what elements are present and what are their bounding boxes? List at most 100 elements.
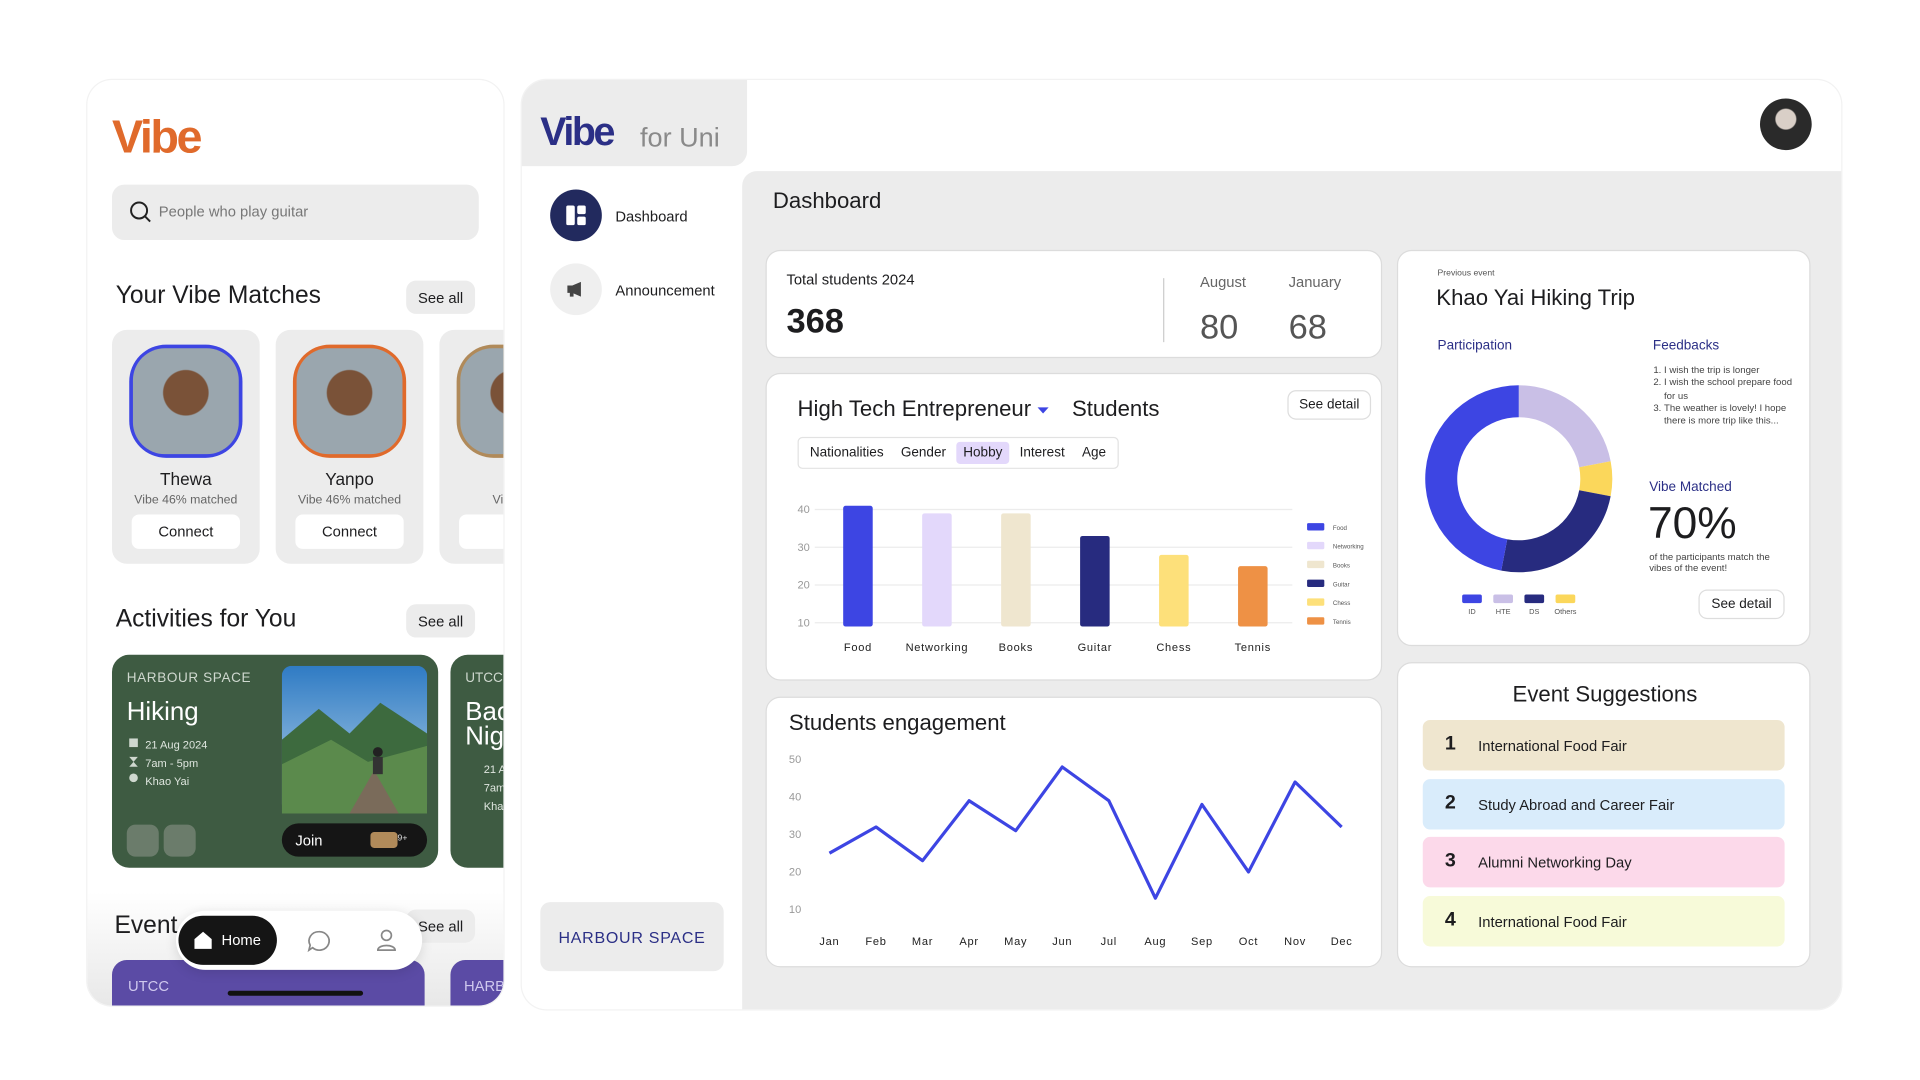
- connect-button[interactable]: Connect: [131, 514, 240, 549]
- tab[interactable]: Hobby: [955, 441, 1010, 464]
- y-tick-label: 30: [789, 829, 801, 841]
- connect-button[interactable]: Co: [459, 514, 504, 549]
- suggestion[interactable]: 3 Alumni Networking Day: [1422, 837, 1785, 888]
- donut-segment: [1579, 461, 1613, 497]
- feedback: The weather is lovely! I hope there is m…: [1664, 402, 1799, 427]
- activity-card[interactable]: UTCC Bac Nig 21 A 7am Kha: [450, 654, 504, 868]
- connect-button[interactable]: Connect: [295, 514, 404, 549]
- event-host: UTCC: [127, 977, 170, 995]
- suggestion[interactable]: 1 International Food Fair: [1422, 719, 1785, 771]
- bar: [1080, 535, 1110, 627]
- month-label: August: [1199, 273, 1246, 291]
- x-tick-label: May: [1004, 936, 1027, 948]
- search-icon: [130, 201, 151, 223]
- match-name: Thewa: [159, 468, 212, 489]
- legend-swatch: [1307, 541, 1325, 550]
- nav-item[interactable]: Dashboard: [550, 189, 747, 242]
- nav-label: Dashboard: [615, 207, 688, 226]
- activity-host: HARBOUR SPACE: [126, 670, 252, 686]
- tab[interactable]: Nationalities: [809, 445, 884, 461]
- join-button[interactable]: Join 9+: [281, 823, 428, 857]
- sidebar-logo-suffix: for Uni: [639, 121, 720, 153]
- engagement-card: Students engagement: [765, 696, 1383, 968]
- legend-swatch: [1307, 579, 1325, 587]
- match-photo: [292, 344, 407, 458]
- sidebar-footer[interactable]: HARBOUR SPACE: [540, 902, 724, 972]
- join-label: Join: [295, 831, 323, 850]
- activity-icons: [129, 738, 138, 783]
- card-title: Students: [1071, 396, 1160, 421]
- see-detail[interactable]: See detail: [1288, 391, 1370, 419]
- card-title: Event Suggestions: [1512, 681, 1698, 707]
- chat-icon[interactable]: [306, 929, 331, 954]
- activity-time: 7am: [483, 781, 504, 794]
- bottom-nav: Home: [175, 910, 423, 970]
- x-tick-label: Food: [844, 642, 872, 654]
- event-card[interactable]: HARB: [450, 959, 504, 1006]
- match-card[interactable]: YVibe 46Co: [439, 329, 504, 564]
- tab[interactable]: Gender: [900, 445, 946, 461]
- x-tick-label: Dec: [1331, 936, 1353, 948]
- x-tick-label: Guitar: [1078, 642, 1113, 654]
- badge: 9+: [397, 834, 408, 844]
- x-tick-label: Feb: [865, 936, 886, 948]
- home-tab[interactable]: Home: [178, 915, 277, 965]
- match-score: Vibe 46% matched: [297, 493, 402, 508]
- legend-label: Food: [1333, 525, 1348, 532]
- avatar[interactable]: [1759, 98, 1812, 151]
- legend-label: HTE: [1496, 607, 1511, 616]
- activity-date: 21 Aug 2024: [145, 738, 208, 751]
- matched-value: 70%: [1647, 497, 1737, 548]
- suggestion-rank: 3: [1444, 850, 1456, 872]
- see-all[interactable]: See all: [406, 280, 476, 314]
- suggestion-name: International Food Fair: [1478, 913, 1627, 931]
- sidebar-logo: Vibe: [540, 109, 615, 154]
- bar: [1159, 554, 1189, 627]
- suggestion[interactable]: 2 Study Abroad and Career Fair: [1422, 778, 1785, 830]
- match-photo: [129, 344, 243, 458]
- program-select[interactable]: High Tech Entrepreneur: [798, 396, 1050, 422]
- section-title: Event: [114, 911, 178, 940]
- suggestion-rank: 2: [1444, 792, 1456, 814]
- event-host: HARB: [463, 977, 504, 995]
- see-all[interactable]: See all: [406, 604, 476, 638]
- suggestion[interactable]: 4 International Food Fair: [1422, 896, 1785, 947]
- legend-swatch: [1307, 598, 1325, 606]
- divider: [1163, 278, 1165, 343]
- matched-note: of the participants match the vibes of t…: [1649, 551, 1770, 574]
- tab[interactable]: Interest: [1019, 445, 1065, 461]
- profile-icon[interactable]: [375, 928, 397, 953]
- match-card[interactable]: Thewa Vibe 46% matched Connect: [111, 329, 260, 564]
- y-tick-label: 50: [789, 754, 801, 766]
- card-title: Students engagement: [788, 710, 1006, 735]
- x-tick-label: Apr: [959, 936, 978, 948]
- match-score: Vibe 46% matched: [134, 493, 238, 508]
- home-label: Home: [221, 931, 261, 949]
- tab[interactable]: Age: [1081, 445, 1107, 461]
- logo-tab: Vibe for Uni: [521, 79, 748, 167]
- month-label: January: [1288, 273, 1342, 291]
- kicker: Previous event: [1437, 269, 1495, 279]
- x-tick-label: Mar: [912, 936, 933, 948]
- legend-swatch: [1493, 594, 1513, 604]
- mobile-panel: Vibe People who play guitar Your Vibe Ma…: [87, 79, 504, 1006]
- search-bar[interactable]: People who play guitar: [111, 184, 479, 240]
- match-card[interactable]: Yanpo Vibe 46% matched Connect: [275, 329, 424, 564]
- activity-time: 7am - 5pm: [145, 756, 199, 770]
- x-tick-label: Jan: [819, 936, 839, 948]
- legend-label: Chess: [1333, 600, 1350, 607]
- see-detail[interactable]: See detail: [1699, 590, 1784, 618]
- nav-icon: [550, 263, 602, 316]
- legend-swatch: [1307, 523, 1325, 531]
- dropdown-arrow: [1037, 407, 1049, 414]
- suggestion-rank: 4: [1444, 909, 1456, 931]
- tabs: Nationalities Gender Hobby Interest Age: [797, 436, 1119, 469]
- feedback-list: I wish the trip is longerI wish the scho…: [1650, 364, 1799, 427]
- nav-item[interactable]: Announcement: [550, 263, 747, 316]
- legend-label: Others: [1554, 607, 1576, 616]
- activity-card[interactable]: HARBOUR SPACE Hiking 21 Aug 2024 7am - 5…: [111, 654, 439, 868]
- stats-total: 368: [786, 301, 844, 340]
- activity-date: 21 A: [483, 763, 504, 776]
- stats-label: Total students 2024: [786, 270, 915, 288]
